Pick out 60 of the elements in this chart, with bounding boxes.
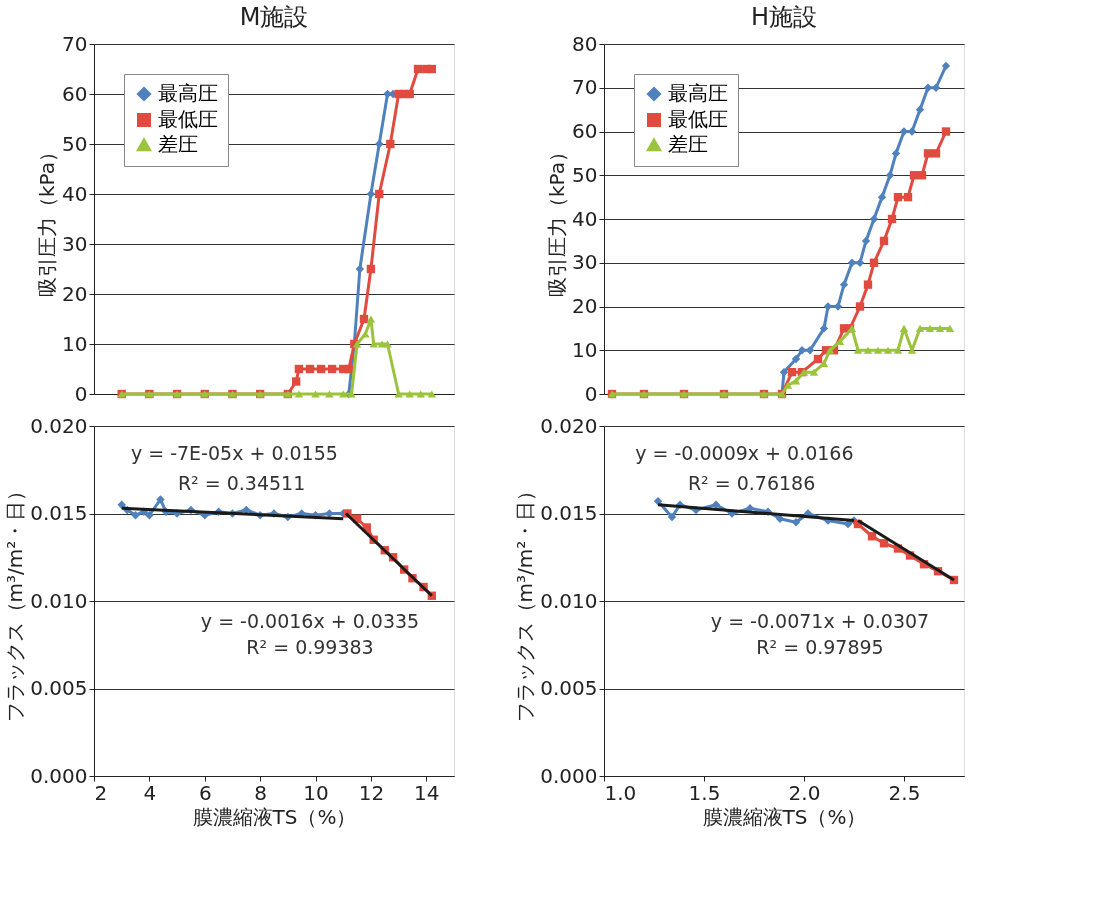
annotation: y = -0.0016x + 0.0335 — [200, 610, 420, 632]
legend-label: 最高圧 — [668, 81, 728, 105]
y-axis-title: フラックス（m³/m²・日） — [513, 480, 538, 723]
y-tick-label: 40 — [62, 181, 88, 206]
annotation: y = -0.0009x + 0.0166 — [635, 442, 854, 464]
y-tick-label: 20 — [62, 281, 88, 306]
y-tick-label: 70 — [62, 31, 88, 56]
y-tick-label: 80 — [572, 31, 598, 56]
annotation: y = -0.0071x + 0.0307 — [710, 610, 930, 632]
y-tick-label: 0 — [584, 381, 598, 406]
y-tick-label: 40 — [572, 206, 598, 231]
y-tick-label: 60 — [572, 119, 598, 143]
chart-title: H施設 — [750, 3, 818, 31]
annotation: y = -7E-05x + 0.0155 — [130, 442, 338, 464]
x-tick-label: 12 — [358, 780, 385, 805]
legend-label: 差圧 — [668, 132, 708, 156]
x-tick-label: 6 — [198, 780, 212, 805]
y-tick-label: 0.000 — [30, 763, 88, 788]
y-tick-label: 0.005 — [30, 676, 88, 700]
x-tick-label: 2 — [94, 780, 108, 805]
x-tick-label: 2.5 — [888, 780, 921, 805]
chart-title: M施設 — [239, 3, 309, 31]
y-tick-label: 0.010 — [540, 588, 598, 613]
y-axis-title: 吸引圧力（kPa） — [35, 142, 60, 297]
y-tick-label: 30 — [572, 250, 598, 275]
x-tick-label: 2.0 — [788, 780, 821, 805]
legend-label: 最低圧 — [668, 107, 728, 131]
y-tick-label: 70 — [572, 75, 598, 100]
x-tick-label: 1.5 — [688, 780, 721, 805]
y-tick-label: 50 — [62, 131, 88, 156]
y-tick-label: 50 — [572, 162, 598, 187]
y-tick-label: 20 — [572, 294, 598, 318]
annotation: R² = 0.34511 — [177, 471, 306, 494]
y-tick-label: 0.020 — [30, 413, 88, 438]
annotation: R² = 0.76186 — [687, 471, 816, 494]
y-tick-label: 60 — [62, 81, 88, 106]
y-tick-label: 0.020 — [540, 413, 598, 438]
annotation: R² = 0.99383 — [246, 636, 374, 659]
y-tick-label: 0.000 — [540, 763, 598, 788]
y-tick-label: 10 — [572, 337, 598, 362]
y-tick-label: 10 — [62, 331, 88, 356]
y-tick-label: 0.005 — [540, 676, 598, 700]
x-axis-title: 膜濃縮液TS（%） — [702, 804, 867, 829]
annotation: R² = 0.97895 — [756, 636, 884, 659]
x-tick-label: 10 — [303, 780, 329, 805]
x-tick-label: 14 — [414, 780, 440, 805]
x-tick-label: 8 — [254, 780, 268, 805]
legend-label: 差圧 — [158, 132, 198, 156]
x-tick-label: 1.0 — [604, 780, 637, 805]
y-tick-label: 0 — [74, 381, 88, 406]
y-axis-title: 吸引圧力（kPa） — [545, 142, 570, 297]
y-tick-label: 0.015 — [540, 501, 598, 525]
y-tick-label: 30 — [62, 231, 88, 256]
legend-label: 最高圧 — [158, 81, 218, 105]
legend-label: 最低圧 — [158, 107, 218, 131]
y-axis-title: フラックス（m³/m²・日） — [3, 480, 28, 723]
y-tick-label: 0.010 — [30, 588, 88, 613]
x-axis-title: 膜濃縮液TS（%） — [192, 804, 357, 829]
y-tick-label: 0.015 — [30, 501, 88, 525]
x-tick-label: 4 — [143, 780, 157, 805]
